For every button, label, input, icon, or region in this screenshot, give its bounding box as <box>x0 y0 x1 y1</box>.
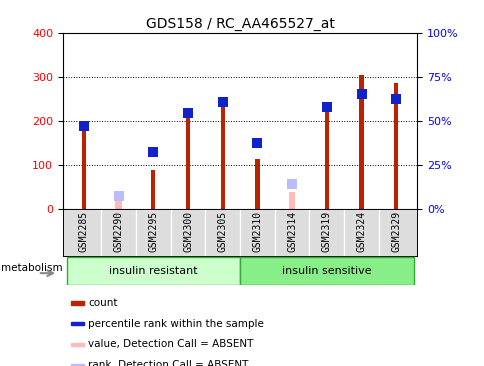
Text: insulin resistant: insulin resistant <box>109 266 197 276</box>
Bar <box>359 75 363 209</box>
FancyBboxPatch shape <box>66 257 240 285</box>
Text: GSM2314: GSM2314 <box>287 211 297 252</box>
Text: GSM2329: GSM2329 <box>391 211 400 252</box>
Text: insulin sensitive: insulin sensitive <box>282 266 371 276</box>
Bar <box>115 201 121 209</box>
Text: metabolism: metabolism <box>1 263 63 273</box>
Text: value, Detection Call = ABSENT: value, Detection Call = ABSENT <box>88 340 253 350</box>
Text: percentile rank within the sample: percentile rank within the sample <box>88 319 263 329</box>
Bar <box>185 112 190 209</box>
Text: GSM2305: GSM2305 <box>217 211 227 252</box>
Text: GSM2324: GSM2324 <box>356 211 366 252</box>
FancyBboxPatch shape <box>240 257 413 285</box>
Bar <box>151 170 155 209</box>
Bar <box>393 83 397 209</box>
Bar <box>288 192 295 209</box>
Text: count: count <box>88 298 117 308</box>
Text: rank, Detection Call = ABSENT: rank, Detection Call = ABSENT <box>88 360 248 366</box>
Bar <box>71 301 84 305</box>
Bar <box>220 107 225 209</box>
Text: GSM2300: GSM2300 <box>182 211 193 252</box>
Text: GSM2285: GSM2285 <box>79 211 89 252</box>
Bar <box>71 322 84 325</box>
Bar <box>82 127 86 209</box>
Bar <box>71 343 84 346</box>
Bar <box>71 363 84 366</box>
Text: GSM2310: GSM2310 <box>252 211 262 252</box>
Text: GSM2295: GSM2295 <box>148 211 158 252</box>
Bar <box>255 160 259 209</box>
Text: GSM2290: GSM2290 <box>113 211 123 252</box>
Title: GDS158 / RC_AA465527_at: GDS158 / RC_AA465527_at <box>145 16 334 30</box>
Bar <box>324 108 328 209</box>
Text: GSM2319: GSM2319 <box>321 211 331 252</box>
